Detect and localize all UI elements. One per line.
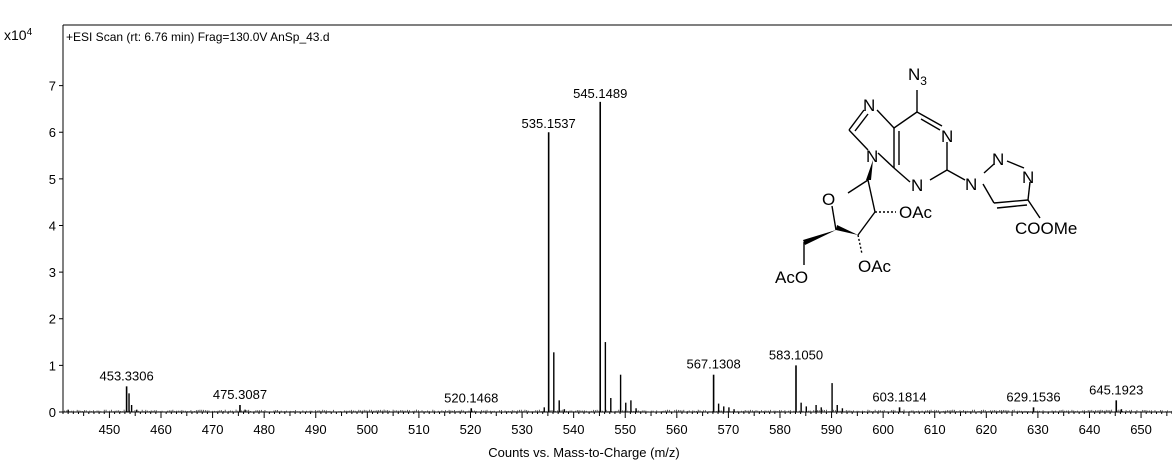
x-tick-label: 610 xyxy=(924,422,946,437)
bond-o4-c4 xyxy=(831,205,837,231)
bond-n2-n1 xyxy=(983,163,995,174)
x-tick-label: 480 xyxy=(253,422,275,437)
bond-n9-c1-wedge xyxy=(866,160,873,180)
bond-c2-c3 xyxy=(857,211,876,236)
y-tick-label: 0 xyxy=(49,405,56,420)
y-multiplier: x104 xyxy=(4,27,33,43)
bond-c6-n1-double xyxy=(920,118,941,131)
oac-5-label: AcO xyxy=(775,268,808,287)
bond-n9-c4 xyxy=(877,152,895,169)
peak-label: 545.1489 xyxy=(573,86,627,101)
ester-label: COOMe xyxy=(1015,219,1077,238)
y-tick-label: 6 xyxy=(49,125,56,140)
y-tick-label: 5 xyxy=(49,172,56,187)
n3-label: N3 xyxy=(908,65,927,88)
oac-3-label: OAc xyxy=(858,257,892,276)
bond-c1-c2 xyxy=(867,179,876,213)
y-tick-group: 0 1 2 3 4 5 6 7 xyxy=(49,79,63,420)
bond-c1-o4 xyxy=(847,179,869,194)
bond-c4-ester xyxy=(1027,199,1041,219)
y-tick-label: 4 xyxy=(49,218,56,233)
peak-label: 567.1308 xyxy=(686,357,740,372)
bond-n3-n2 xyxy=(1006,160,1025,169)
y-tick-label: 3 xyxy=(49,265,56,280)
ring-atom-n9: N xyxy=(866,147,878,166)
bond-c5-c4-double xyxy=(996,204,1028,209)
x-tick-label: 470 xyxy=(202,422,224,437)
y-tick-label: 7 xyxy=(49,79,56,94)
triazole-n3: N xyxy=(1022,168,1034,187)
peak-label-group: 453.3306 475.3087 520.1468 535.1537 545.1489… xyxy=(99,86,1143,405)
x-tick-label: 550 xyxy=(614,422,636,437)
bond-tn1-c5 xyxy=(982,183,995,204)
x-tick-label: 510 xyxy=(408,422,430,437)
x-tick-label: 640 xyxy=(1079,422,1101,437)
bond-c2-n3 xyxy=(929,169,948,181)
bond-c6-n1 xyxy=(916,111,943,127)
peak-group xyxy=(67,101,1123,412)
triazole-n2: N xyxy=(992,150,1004,169)
x-tick-label: 570 xyxy=(718,422,740,437)
x-tick-label: 500 xyxy=(356,422,378,437)
peak-label: 475.3087 xyxy=(213,387,267,402)
bond-c8-n9 xyxy=(848,129,869,151)
triazole-n1: N xyxy=(965,175,977,194)
peak-label: 520.1468 xyxy=(444,390,498,405)
x-tick-label: 460 xyxy=(150,422,172,437)
peak-label: 535.1537 xyxy=(522,116,576,131)
chemical-structure xyxy=(803,90,1041,265)
x-tick-label: 530 xyxy=(511,422,533,437)
bond-c4-c3-bold xyxy=(836,225,858,235)
bond-n7-c8-double xyxy=(854,113,869,132)
x-tick-label: 600 xyxy=(872,422,894,437)
peak-label: 603.1814 xyxy=(872,389,926,404)
x-tick-label: 590 xyxy=(821,422,843,437)
bond-n7-c8 xyxy=(848,109,865,131)
x-tick-label: 520 xyxy=(460,422,482,437)
x-tick-label: 450 xyxy=(99,422,121,437)
bond-c5-c4 xyxy=(993,199,1029,204)
x-tick-label: 580 xyxy=(769,422,791,437)
ring-atom-n3: N xyxy=(911,176,923,195)
x-tick-label: 490 xyxy=(305,422,327,437)
peak-label: 645.1923 xyxy=(1089,382,1143,397)
bond-n3-c4 xyxy=(893,167,911,183)
x-tick-label: 560 xyxy=(666,422,688,437)
baseline-noise xyxy=(64,409,1172,412)
x-axis-label: Counts vs. Mass-to-Charge (m/z) xyxy=(488,445,679,460)
bond-c4-n3 xyxy=(1027,181,1031,201)
structure-labels: N3 N N N N N N N N O OAc OAc AcO COOMe xyxy=(775,65,1077,287)
ring-atom-n7: N xyxy=(863,96,875,115)
bond-c5-n7 xyxy=(876,109,895,129)
chart-title: +ESI Scan (rt: 6.76 min) Frag=130.0V AnS… xyxy=(66,30,330,44)
y-tick-label: 1 xyxy=(49,358,56,373)
x-tick-group: 450 460 470 480 490 500 510 520 530 540 550 560 570 5… xyxy=(62,412,1172,437)
ribose-o4: O xyxy=(822,190,835,209)
oac-2-label: OAc xyxy=(899,203,933,222)
x-tick-label: 540 xyxy=(563,422,585,437)
bond-c5-c6 xyxy=(893,111,918,129)
y-tick-label: 2 xyxy=(49,312,56,327)
peak-label: 583.1050 xyxy=(769,347,823,362)
peak-label: 453.3306 xyxy=(99,368,153,383)
peak-label: 629.1536 xyxy=(1006,389,1060,404)
x-tick-label: 620 xyxy=(975,422,997,437)
x-tick-label: 650 xyxy=(1130,422,1152,437)
x-tick-label: 630 xyxy=(1027,422,1049,437)
bond-c4-c5-wedge xyxy=(803,230,836,245)
bond-c2-triazole xyxy=(946,169,966,181)
ring-atom-n1: N xyxy=(941,127,953,146)
bond-c3-oac-hash xyxy=(857,234,863,255)
